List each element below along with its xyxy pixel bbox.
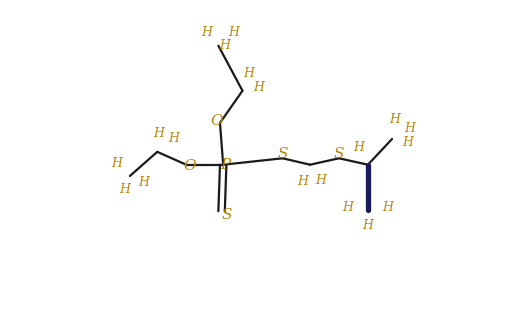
Text: H: H	[354, 141, 364, 154]
Text: H: H	[383, 201, 393, 214]
Text: H: H	[201, 26, 211, 39]
Text: H: H	[168, 132, 179, 145]
Text: H: H	[219, 38, 229, 52]
Text: S: S	[277, 147, 288, 161]
Text: H: H	[404, 122, 415, 135]
Text: H: H	[138, 176, 149, 189]
Text: O: O	[183, 159, 196, 173]
Text: H: H	[389, 113, 400, 126]
Text: H: H	[315, 174, 326, 187]
Text: H: H	[119, 183, 129, 196]
Text: S: S	[334, 147, 344, 161]
Text: H: H	[112, 157, 122, 170]
Text: P: P	[220, 158, 231, 172]
Text: H: H	[228, 26, 239, 39]
Text: H: H	[363, 219, 373, 232]
Text: H: H	[153, 127, 164, 140]
Text: H: H	[402, 136, 413, 149]
Text: H: H	[297, 175, 308, 188]
Text: O: O	[210, 114, 223, 128]
Text: H: H	[243, 67, 254, 79]
Text: H: H	[253, 81, 264, 94]
Text: S: S	[221, 208, 232, 222]
Text: H: H	[342, 201, 354, 214]
